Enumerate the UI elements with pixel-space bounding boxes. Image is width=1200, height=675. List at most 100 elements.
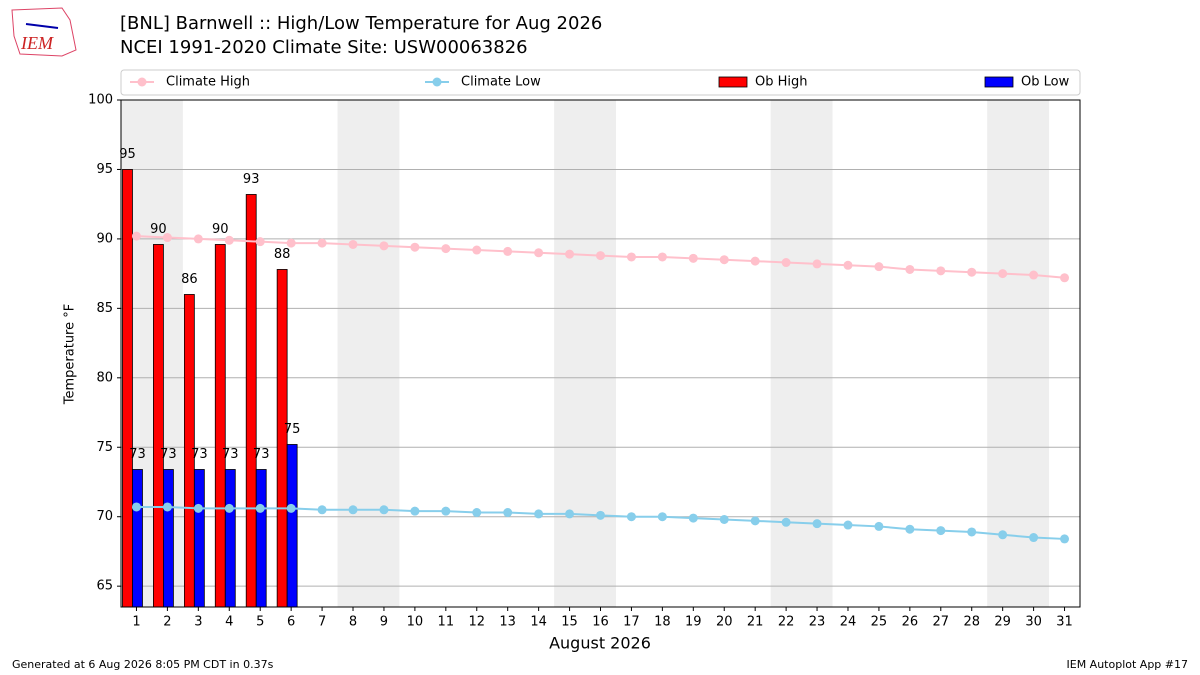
line-point <box>905 524 915 534</box>
bar <box>224 469 236 608</box>
bar <box>245 194 257 608</box>
line-point <box>503 246 513 256</box>
x-tick-label: 11 <box>438 615 455 630</box>
legend-label: Ob Low <box>1021 75 1070 90</box>
data-label: 73 <box>222 447 239 462</box>
chart-subtitle: NCEI 1991-2020 Climate Site: USW00063826 <box>120 37 528 58</box>
data-label: 90 <box>150 222 167 237</box>
line-point <box>719 514 729 524</box>
legend-swatch <box>718 76 748 88</box>
x-tick-label: 31 <box>1056 615 1073 630</box>
bar <box>163 469 174 608</box>
line-point <box>255 503 265 513</box>
x-tick-label: 23 <box>809 615 826 630</box>
bar <box>214 244 226 608</box>
line-point <box>626 512 636 522</box>
line-point <box>534 509 544 519</box>
y-tick-label: 70 <box>96 509 113 524</box>
line-point <box>626 252 636 262</box>
x-tick-label: 12 <box>468 615 485 630</box>
line-point <box>565 249 575 259</box>
line-point <box>534 248 544 258</box>
line-point <box>224 235 234 245</box>
data-label: 93 <box>243 172 260 187</box>
line-point <box>131 231 141 241</box>
x-tick-label: 15 <box>561 615 578 630</box>
x-tick-label: 3 <box>194 615 202 630</box>
line-point <box>317 505 327 515</box>
line-point <box>688 513 698 523</box>
legend-swatch <box>984 76 1014 88</box>
legend-label: Climate High <box>166 75 250 90</box>
line-point <box>750 516 760 526</box>
x-tick-label: 27 <box>933 615 950 630</box>
line-point <box>193 234 203 244</box>
x-tick-label: 21 <box>747 615 764 630</box>
line-point <box>286 503 296 513</box>
x-tick-label: 5 <box>256 615 264 630</box>
y-tick-label: 65 <box>96 579 113 594</box>
line-point <box>441 506 451 516</box>
bar <box>193 469 205 608</box>
line-point <box>472 508 482 518</box>
line-point <box>936 526 946 536</box>
line-point <box>379 505 389 515</box>
line-point <box>967 527 977 537</box>
line-point <box>255 237 265 247</box>
line-point <box>812 259 822 269</box>
x-tick-label: 8 <box>349 615 357 630</box>
x-axis-label: August 2026 <box>549 634 651 653</box>
line-point <box>936 266 946 276</box>
data-label: 75 <box>284 422 301 437</box>
logo-outline <box>11 7 77 57</box>
line-point <box>998 269 1008 279</box>
line-point <box>348 239 358 249</box>
line-point <box>843 260 853 270</box>
logo: IEM <box>11 7 77 57</box>
weekend-shade <box>337 100 400 607</box>
line-point <box>410 506 420 516</box>
x-tick-label: 29 <box>994 615 1011 630</box>
y-axis-label: Temperature °F <box>63 304 78 405</box>
x-tick-label: 24 <box>840 615 857 630</box>
x-tick-label: 28 <box>963 615 980 630</box>
logo-line <box>25 23 59 29</box>
y-tick-label: 85 <box>96 301 113 316</box>
line-point <box>874 521 884 531</box>
data-label: 95 <box>119 147 136 162</box>
line-point <box>379 241 389 251</box>
line-point <box>162 502 172 512</box>
data-label: 88 <box>274 247 291 262</box>
weekend-shade <box>554 100 616 607</box>
footer-left: Generated at 6 Aug 2026 8:05 PM CDT in 0… <box>12 658 274 671</box>
bar <box>153 244 164 608</box>
x-tick-label: 14 <box>530 615 547 630</box>
x-tick-label: 9 <box>380 615 388 630</box>
plot-frame <box>120 99 1081 608</box>
x-tick-label: 2 <box>163 615 171 630</box>
line-point <box>750 256 760 266</box>
line-point <box>781 517 791 527</box>
line-point <box>317 238 327 248</box>
footer-right: IEM Autoplot App #17 <box>1067 658 1189 671</box>
line-point <box>1060 534 1070 544</box>
line-point <box>657 512 667 522</box>
x-tick-label: 20 <box>716 615 733 630</box>
legend-label: Climate Low <box>461 75 541 90</box>
line-point <box>812 519 822 529</box>
line-point <box>843 520 853 530</box>
x-tick-label: 26 <box>902 615 919 630</box>
line-point <box>1029 270 1039 280</box>
line-point <box>224 503 234 513</box>
bar <box>276 269 288 608</box>
x-tick-label: 17 <box>623 615 640 630</box>
y-tick-label: 100 <box>88 93 113 108</box>
y-tick-label: 95 <box>96 162 113 177</box>
bar <box>132 469 143 608</box>
weekend-shade <box>770 100 833 607</box>
line-point <box>410 242 420 252</box>
line-point <box>131 502 141 512</box>
line-point <box>441 244 451 254</box>
